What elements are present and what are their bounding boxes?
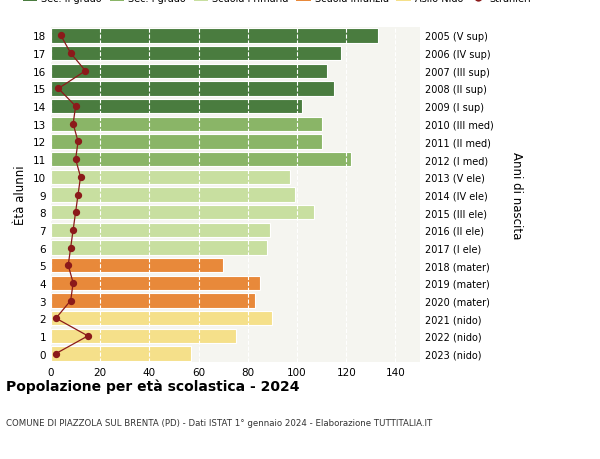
Bar (51, 206, 314, 220)
Point (66, 297, 76, 305)
Bar (51, 152, 351, 167)
Legend: Sec. II grado, Sec. I grado, Scuola Primaria, Scuola Infanzia, Asilo Nido, Stran: Sec. II grado, Sec. I grado, Scuola Prim… (23, 0, 531, 4)
Bar (51, 241, 268, 255)
Point (66, 244, 76, 252)
Point (68, 280, 78, 287)
Bar (51, 64, 326, 79)
Text: Popolazione per età scolastica - 2024: Popolazione per età scolastica - 2024 (6, 379, 299, 393)
Bar (51, 258, 223, 273)
Point (83, 332, 93, 340)
Bar (51, 347, 191, 361)
Bar (51, 100, 302, 114)
Bar (51, 329, 235, 343)
Point (73, 139, 83, 146)
Bar (51, 118, 322, 132)
Bar (51, 29, 378, 44)
Bar (51, 47, 341, 61)
Text: COMUNE DI PIAZZOLA SUL BRENTA (PD) - Dati ISTAT 1° gennaio 2024 - Elaborazione T: COMUNE DI PIAZZOLA SUL BRENTA (PD) - Dat… (6, 418, 432, 427)
Point (71, 209, 80, 216)
Bar (51, 294, 255, 308)
Point (68, 121, 78, 128)
Bar (51, 170, 290, 185)
Bar (51, 135, 322, 149)
Point (51, 350, 61, 358)
Bar (51, 311, 272, 326)
Point (56, 33, 65, 40)
Point (73, 191, 83, 199)
Y-axis label: Ètà alunni: Ètà alunni (14, 165, 28, 225)
Point (71, 103, 80, 111)
Point (71, 156, 80, 163)
Bar (51, 223, 270, 238)
Point (53, 85, 63, 93)
Point (66, 50, 76, 58)
Point (80, 68, 90, 75)
Bar (51, 276, 260, 291)
Point (64, 262, 73, 269)
Point (68, 227, 78, 234)
Bar (51, 188, 295, 202)
Point (76, 174, 85, 181)
Y-axis label: Anni di nascita: Anni di nascita (510, 151, 523, 239)
Bar (51, 82, 334, 96)
Point (51, 315, 61, 322)
